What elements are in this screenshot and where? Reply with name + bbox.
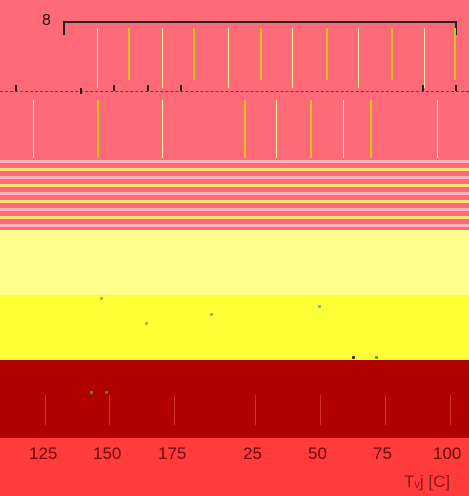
guide-tick [162, 100, 163, 158]
grid-tick [320, 395, 321, 425]
stripe [0, 184, 469, 187]
marker [180, 85, 182, 91]
guide-tick [424, 28, 425, 88]
guide-tick [260, 28, 262, 80]
marker [113, 85, 115, 91]
bracket-right [455, 21, 457, 35]
stripe [0, 208, 469, 211]
guide-tick [454, 28, 456, 80]
guide-tick [276, 100, 277, 158]
grid-tick [385, 395, 386, 425]
grid-tick [45, 395, 46, 425]
guide-tick [292, 28, 293, 88]
guide-tick [437, 100, 438, 158]
dashed-guide [0, 91, 469, 92]
guide-tick [228, 28, 229, 88]
guide-tick [97, 28, 98, 88]
guide-tick [391, 28, 393, 80]
yellow-band [0, 295, 469, 360]
stripe [0, 216, 469, 219]
guide-tick [343, 100, 344, 158]
x-axis-unit: Tᵥj [C] [404, 472, 451, 491]
dark-red-band [0, 360, 469, 438]
speck [210, 313, 213, 316]
grid-tick [174, 395, 175, 425]
grid-tick [450, 395, 451, 425]
speck [352, 356, 355, 359]
guide-tick [244, 100, 246, 158]
guide-tick [128, 28, 130, 80]
stripe [0, 224, 469, 227]
light-yellow-band [0, 230, 469, 295]
speck [318, 305, 321, 308]
x-tick-label: 50 [308, 444, 327, 463]
stripe [0, 200, 469, 203]
guide-tick [326, 28, 328, 80]
speck [100, 297, 103, 300]
bracket-horizontal [63, 21, 457, 23]
x-tick-label: 100 [433, 444, 462, 463]
bracket-left [63, 21, 65, 35]
speck [90, 391, 93, 394]
guide-tick [370, 100, 372, 158]
stripe [0, 168, 469, 171]
marker [15, 85, 17, 91]
x-tick-label: 175 [158, 444, 187, 463]
stripe [0, 160, 469, 163]
speck [105, 391, 108, 394]
marker [422, 85, 424, 91]
x-tick-label: 125 [29, 444, 58, 463]
top-band [0, 0, 469, 160]
marker [147, 85, 149, 91]
x-tick-label: 25 [243, 444, 262, 463]
guide-tick [193, 28, 195, 80]
guide-tick [162, 28, 163, 88]
stripe [0, 176, 469, 179]
guide-tick [310, 100, 312, 158]
stripe [0, 192, 469, 195]
marker [80, 88, 82, 94]
speck [375, 356, 378, 359]
guide-tick [97, 100, 99, 158]
marker [455, 85, 457, 91]
bracket-label: 8 [42, 12, 51, 29]
guide-tick [33, 100, 34, 158]
guide-tick [358, 28, 359, 88]
bottom-band [0, 438, 469, 496]
x-tick-label: 150 [93, 444, 122, 463]
speck [145, 322, 148, 325]
grid-tick [109, 395, 110, 425]
grid-tick [255, 395, 256, 425]
x-tick-label: 75 [373, 444, 392, 463]
